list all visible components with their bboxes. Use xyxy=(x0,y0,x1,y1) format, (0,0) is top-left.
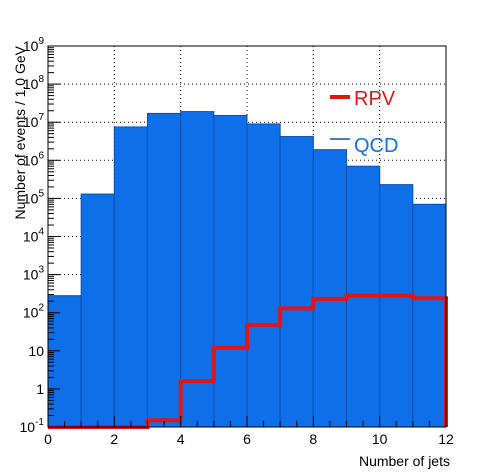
x-tick-label: 6 xyxy=(243,431,251,447)
y-tick-label: 106 xyxy=(23,150,45,168)
x-tick-label: 12 xyxy=(438,431,454,447)
y-axis-title: Number of events / 1.0 GeV xyxy=(12,45,28,219)
qcd-bin xyxy=(213,114,248,428)
x-tick-label: 8 xyxy=(309,431,317,447)
qcd-bin xyxy=(312,149,348,428)
y-tick-label: 105 xyxy=(23,188,45,206)
y-tick-label: 107 xyxy=(23,112,45,130)
qcd-bin xyxy=(47,295,82,428)
y-tick-label: 1 xyxy=(36,381,44,397)
y-tick-labels: 10-1 1 10 102 103 104 105 106 107 108 109 xyxy=(20,36,45,435)
y-tick-label: 109 xyxy=(23,36,45,54)
qcd-bin xyxy=(279,136,314,428)
legend-rpv-label: RPV xyxy=(354,88,396,110)
x-tick-labels: 0 2 4 6 8 10 12 xyxy=(44,431,454,447)
legend: RPV QCD xyxy=(330,88,398,157)
legend-qcd-label: QCD xyxy=(354,135,398,157)
x-tick-label: 4 xyxy=(177,431,185,447)
x-axis-title: Number of jets xyxy=(359,453,450,469)
qcd-bin xyxy=(180,111,215,428)
x-tick-label: 0 xyxy=(44,431,52,447)
qcd-bin xyxy=(412,203,447,428)
y-tick-label: 103 xyxy=(23,265,45,283)
qcd-bin xyxy=(113,126,149,428)
y-tick-label: 10 xyxy=(28,343,44,359)
axis-ticks xyxy=(47,45,447,428)
y-tick-label: 102 xyxy=(23,303,45,321)
qcd-bin xyxy=(147,112,182,428)
qcd-bin xyxy=(379,184,414,428)
qcd-bin xyxy=(80,193,115,428)
x-tick-label: 2 xyxy=(110,431,118,447)
y-tick-label: 10-1 xyxy=(20,417,45,435)
qcd-histogram xyxy=(47,111,447,428)
y-tick-label: 104 xyxy=(23,227,45,245)
x-tick-label: 10 xyxy=(372,431,388,447)
qcd-bin xyxy=(246,123,281,428)
y-tick-label: 108 xyxy=(23,74,45,92)
